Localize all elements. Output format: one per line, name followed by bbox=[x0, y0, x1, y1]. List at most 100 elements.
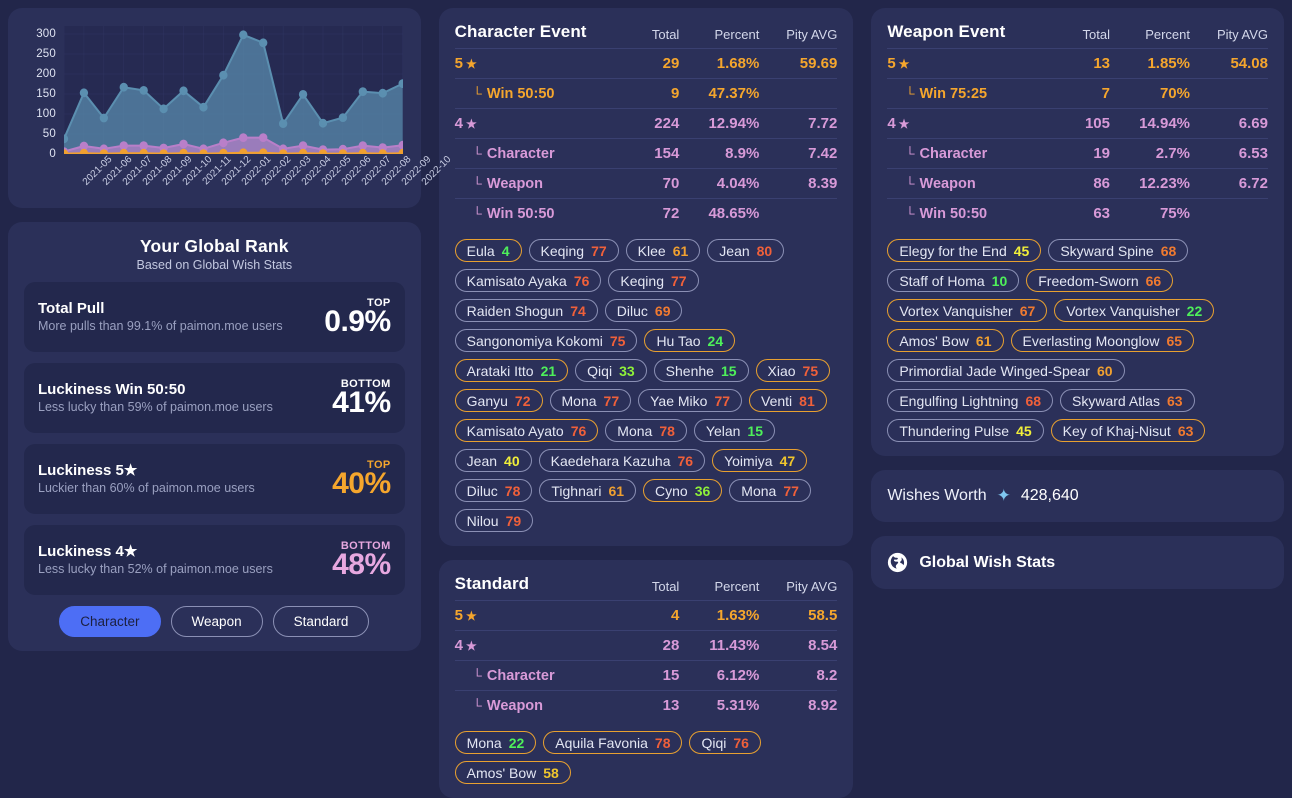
pull-pill[interactable]: Mona 78 bbox=[605, 419, 687, 442]
pull-pill[interactable]: Key of Khaj-Nisut 63 bbox=[1050, 419, 1206, 442]
pull-pill[interactable]: Yoimiya 47 bbox=[712, 449, 808, 472]
pull-pill[interactable]: Qiqi 76 bbox=[689, 731, 761, 754]
tree-branch-icon: └ bbox=[472, 176, 482, 191]
rank-row-tag: TOP bbox=[367, 458, 391, 471]
rank-row-label: Luckiness 4★ bbox=[38, 543, 138, 561]
pull-pill-name: Qiqi bbox=[701, 734, 727, 751]
pull-pill[interactable]: Kamisato Ayaka 76 bbox=[454, 269, 602, 292]
pull-pill[interactable]: Kamisato Ayato 76 bbox=[454, 419, 599, 442]
pull-pill[interactable]: Shenhe 15 bbox=[653, 359, 749, 382]
pull-pill-pity: 78 bbox=[654, 734, 671, 751]
pull-pill[interactable]: Qiqi 33 bbox=[575, 359, 647, 382]
pull-pill[interactable]: Eula 4 bbox=[454, 239, 522, 262]
pull-pill-pity: 21 bbox=[540, 362, 557, 379]
star-icon: ★ bbox=[898, 116, 910, 131]
pull-pill[interactable]: Xiao 75 bbox=[755, 359, 831, 382]
pulls-over-time-chart-card: 300 250 200 150 100 50 0 2021-05 2021-06 2021-07… bbox=[8, 8, 453, 208]
banner-toggle-weapon[interactable]: Weapon bbox=[170, 606, 263, 637]
pull-pill-pity: 60 bbox=[1096, 362, 1113, 379]
pull-pill[interactable]: Arataki Itto 21 bbox=[454, 359, 569, 382]
global-wish-stats-link[interactable]: Global Wish Stats bbox=[871, 536, 1284, 589]
rank-row-description: Less lucky than 59% of paimon.moe users bbox=[38, 399, 273, 414]
pull-pill[interactable]: Ganyu 72 bbox=[454, 389, 543, 412]
row-label: Weapon bbox=[919, 175, 976, 192]
pull-pill[interactable]: Freedom-Sworn 66 bbox=[1026, 269, 1174, 292]
pull-pill[interactable]: Mona 77 bbox=[549, 389, 632, 412]
left-column: 300 250 200 150 100 50 0 2021-05 2021-06 2021-07… bbox=[8, 8, 453, 751]
pull-pill[interactable]: Diluc 78 bbox=[454, 479, 533, 502]
row-label-group: └ Weapon bbox=[887, 176, 1036, 192]
y-axis-tick: 100 bbox=[36, 108, 56, 120]
rank-row-value: 48% bbox=[332, 547, 391, 581]
pull-pill-list: Elegy for the End 45 Skyward Spine 68 St… bbox=[887, 228, 1268, 442]
pull-pill-pity: 65 bbox=[1166, 332, 1183, 349]
pull-pill[interactable]: Yae Miko 77 bbox=[638, 389, 743, 412]
rank-row-value: 0.9% bbox=[324, 304, 391, 338]
pull-pill[interactable]: Everlasting Moonglow 65 bbox=[1010, 329, 1195, 352]
chart: 300 250 200 150 100 50 0 2021-05 2021-06 2021-07… bbox=[18, 18, 453, 198]
pull-pill-pity: 36 bbox=[694, 482, 711, 499]
banner-toggle-standard[interactable]: Standard bbox=[272, 606, 370, 637]
global-rank-row: Total Pull More pulls than 99.1% of paim… bbox=[24, 282, 405, 352]
pull-pill[interactable]: Raiden Shogun 74 bbox=[454, 299, 598, 322]
pull-pill[interactable]: Sangonomiya Kokomi 75 bbox=[454, 329, 638, 352]
pull-pill[interactable]: Jean 80 bbox=[707, 239, 785, 262]
table-title: Standard bbox=[454, 574, 530, 593]
pull-pill-name: Klee bbox=[637, 242, 666, 259]
pull-pill[interactable]: Jean 40 bbox=[454, 449, 532, 472]
banner-toggle-group[interactable]: Character Weapon Standard bbox=[24, 606, 405, 637]
pull-pill[interactable]: Mona 77 bbox=[729, 479, 811, 502]
pull-pill[interactable]: Klee 61 bbox=[625, 239, 701, 262]
pull-pill-name: Diluc bbox=[466, 482, 498, 499]
pull-pill[interactable]: Diluc 69 bbox=[604, 299, 683, 322]
star-icon: ★ bbox=[466, 56, 477, 71]
pull-pill[interactable]: Primordial Jade Winged-Spear 60 bbox=[887, 359, 1125, 382]
row-label: Win 50:50 bbox=[919, 205, 988, 222]
pull-pill[interactable]: Nilou 79 bbox=[454, 509, 534, 532]
pull-pill[interactable]: Venti 81 bbox=[749, 389, 827, 412]
row-label: 4 bbox=[454, 637, 464, 654]
pull-pill[interactable]: Keqing 77 bbox=[608, 269, 699, 292]
banner-toggle-character[interactable]: Character bbox=[59, 606, 161, 637]
pull-pill[interactable]: Vortex Vanquisher 22 bbox=[1054, 299, 1215, 322]
pull-pill[interactable]: Amos' Bow 58 bbox=[454, 761, 571, 784]
pull-pill[interactable]: Yelan 15 bbox=[693, 419, 775, 442]
row-total: 19 bbox=[1093, 145, 1110, 162]
row-total: 7 bbox=[1101, 85, 1110, 102]
pull-pill[interactable]: Tighnari 61 bbox=[539, 479, 637, 502]
row-label: Win 75:25 bbox=[919, 85, 988, 102]
pull-pill[interactable]: Elegy for the End 45 bbox=[887, 239, 1042, 262]
star-icon: ★ bbox=[466, 638, 477, 653]
pull-pill-name: Xiao bbox=[767, 362, 796, 379]
pull-pill[interactable]: Aquila Favonia 78 bbox=[543, 731, 683, 754]
pull-pill[interactable]: Thundering Pulse 45 bbox=[887, 419, 1044, 442]
pull-pill[interactable]: Mona 22 bbox=[454, 731, 537, 754]
row-pity: 7.42 bbox=[808, 145, 838, 162]
weapon-event-card: Weapon Event Total Percent Pity AVG 5 ★ … bbox=[871, 8, 1284, 456]
pull-pill[interactable]: Cyno 36 bbox=[643, 479, 723, 502]
row-total: 9 bbox=[670, 85, 680, 102]
rank-row-text: Total Pull More pulls than 99.1% of paim… bbox=[38, 300, 314, 335]
star-icon: ★ bbox=[466, 608, 477, 623]
pull-pill-pity: 68 bbox=[1025, 392, 1042, 409]
pull-pill[interactable]: Amos' Bow 61 bbox=[887, 329, 1004, 352]
row-pity: 8.54 bbox=[808, 637, 838, 654]
pull-pill-pity: 78 bbox=[659, 422, 675, 439]
row-total: 70 bbox=[662, 175, 680, 192]
pull-pill-name: Diluc bbox=[616, 302, 648, 319]
pull-pill[interactable]: Keqing 77 bbox=[528, 239, 619, 262]
tree-branch-icon: └ bbox=[905, 146, 915, 161]
pull-pill-name: Raiden Shogun bbox=[466, 302, 564, 319]
row-label-group: └ Character bbox=[455, 146, 606, 162]
pull-pill[interactable]: Engulfing Lightning 68 bbox=[887, 389, 1054, 412]
pull-pill[interactable]: Skyward Atlas 63 bbox=[1060, 389, 1195, 412]
pull-pill-pity: 47 bbox=[779, 452, 796, 469]
middle-column: Character Event Total Percent Pity AVG 5… bbox=[438, 8, 854, 798]
pull-pill[interactable]: Vortex Vanquisher 67 bbox=[887, 299, 1048, 322]
pull-pill[interactable]: Kaedehara Kazuha 76 bbox=[538, 449, 706, 472]
pull-pill[interactable]: Staff of Homa 10 bbox=[887, 269, 1020, 292]
row-pity: 8.92 bbox=[808, 697, 838, 714]
pull-pill[interactable]: Skyward Spine 68 bbox=[1048, 239, 1189, 262]
pull-pill[interactable]: Hu Tao 24 bbox=[644, 329, 736, 352]
primogem-icon: ✦ bbox=[996, 486, 1011, 505]
